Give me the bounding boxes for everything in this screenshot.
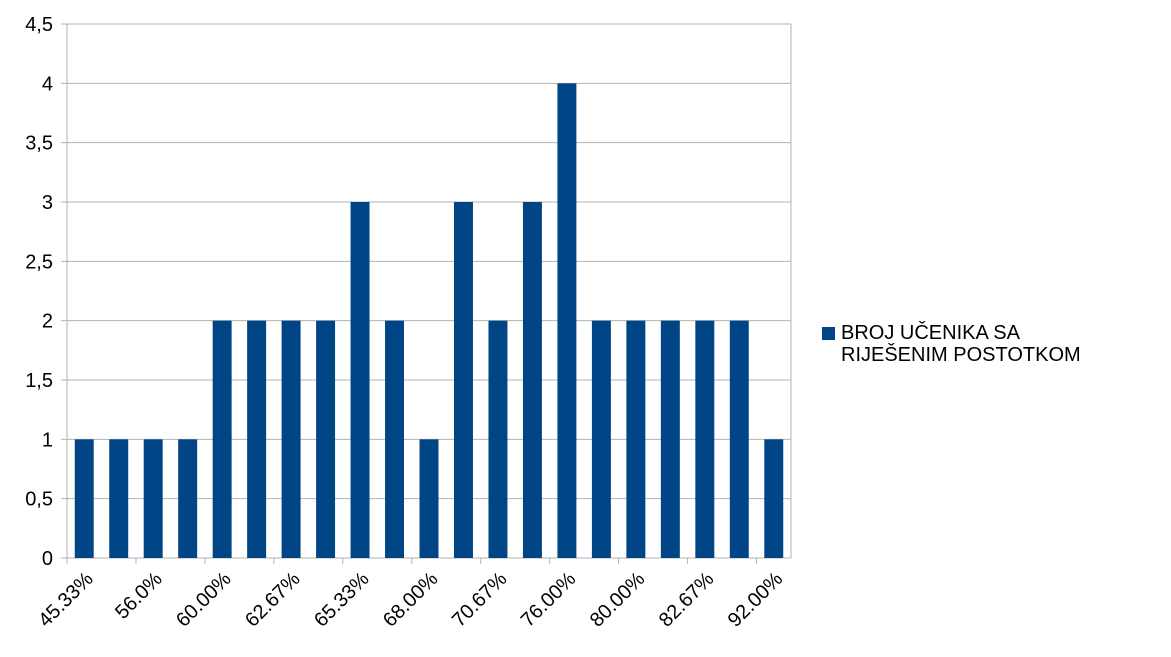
x-tick-label: 68.00%	[379, 568, 443, 632]
y-tick-label: 2,5	[25, 251, 53, 273]
y-tick-label: 1,5	[25, 370, 53, 392]
bar	[453, 202, 473, 558]
y-tick-label: 0	[42, 548, 53, 570]
bar	[419, 439, 439, 558]
bar	[385, 320, 405, 558]
legend-label: BROJ UČENIKA SA RIJEŠENIM POSTOTKOM	[841, 322, 1081, 366]
x-tick-label: 62.67%	[241, 568, 305, 632]
legend: BROJ UČENIKA SA RIJEŠENIM POSTOTKOM	[822, 322, 1081, 366]
bar	[522, 202, 542, 558]
x-tick-label: 56.0%	[111, 568, 167, 624]
bar	[281, 320, 301, 558]
x-tick-label: 82.67%	[655, 568, 719, 632]
bar	[488, 320, 508, 558]
x-tick-label: 70.67%	[448, 568, 512, 632]
bar	[591, 320, 611, 558]
x-tick-label: 65.33%	[310, 568, 374, 632]
y-tick-label: 0,5	[25, 489, 53, 511]
x-tick-label: 45.33%	[34, 568, 98, 632]
bar	[557, 83, 577, 558]
bar	[729, 320, 749, 558]
y-tick-label: 4,5	[25, 14, 53, 36]
legend-swatch	[822, 327, 835, 340]
y-tick-label: 3,5	[25, 133, 53, 155]
x-tick-label: 76.00%	[517, 568, 581, 632]
x-tick-label: 60.00%	[172, 568, 236, 632]
x-tick-label: 80.00%	[586, 568, 650, 632]
bar	[109, 439, 129, 558]
bar	[74, 439, 94, 558]
bar	[212, 320, 232, 558]
bar	[764, 439, 784, 558]
y-tick-label: 2	[42, 311, 53, 333]
bar	[626, 320, 646, 558]
bar	[316, 320, 336, 558]
bar	[247, 320, 267, 558]
x-tick-label: 92.00%	[724, 568, 788, 632]
bar	[660, 320, 680, 558]
y-tick-label: 3	[42, 192, 53, 214]
bar	[695, 320, 715, 558]
y-tick-label: 1	[42, 429, 53, 451]
y-tick-label: 4	[42, 73, 53, 95]
bar	[350, 202, 370, 558]
bar	[178, 439, 198, 558]
bar	[143, 439, 163, 558]
